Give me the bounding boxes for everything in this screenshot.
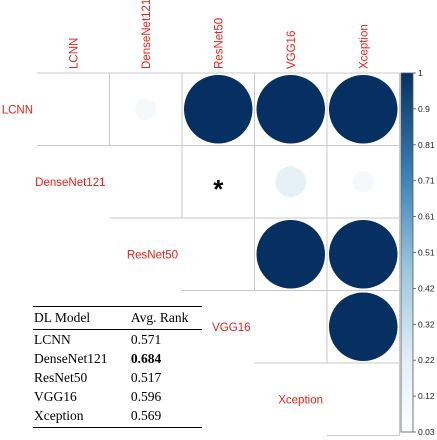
colorbar-tick-label: 0.03 xyxy=(418,427,435,437)
model-cell: DenseNet121 xyxy=(34,351,108,366)
circle-densenet121-xception xyxy=(352,170,375,193)
circle-resnet50-xception xyxy=(329,220,398,289)
model-column-header: DL Model xyxy=(33,306,123,330)
significance-marker: * xyxy=(213,174,224,204)
rank-cell: 0.517 xyxy=(130,370,162,385)
circle-resnet50-vgg16 xyxy=(256,220,325,289)
colorbar-tick-label: 0.12 xyxy=(418,391,435,401)
colorbar-tick-label: 1 xyxy=(418,68,423,78)
model-cell: VGG16 xyxy=(34,389,77,404)
rank-cell: 0.571 xyxy=(130,332,162,347)
column-label-lcnn: LCNN xyxy=(68,38,80,69)
rank-cell: 0.596 xyxy=(130,389,162,404)
grid-lines xyxy=(37,72,400,436)
circle-lcnn-xception xyxy=(329,75,398,144)
circle-vgg16-xception xyxy=(329,292,398,361)
colorbar-tick-label: 0.81 xyxy=(418,140,435,150)
column-label-vgg16: VGG16 xyxy=(286,31,298,69)
row-label-vgg16: VGG16 xyxy=(212,322,250,334)
table-header-row: DL Model Avg. Rank xyxy=(33,306,202,330)
column-label-xception: Xception xyxy=(358,24,370,69)
correlation-circles: * xyxy=(134,75,398,361)
rank-column-header: Avg. Rank xyxy=(122,306,202,330)
avg-rank-table: DL Model Avg. Rank LCNN 0.571 DenseNet12… xyxy=(33,306,202,428)
colorbar-ticks: 1 0.9 0.81 0.71 0.61 0.51 0.42 0.32 0.22 0.12 0.03 xyxy=(413,68,435,437)
row-label-lcnn: LCNN xyxy=(2,104,33,116)
circle-lcnn-vgg16 xyxy=(256,75,325,144)
circle-lcnn-densenet121 xyxy=(134,98,157,121)
table-row: LCNN 0.571 xyxy=(33,330,202,350)
colorbar-tick-label: 0.61 xyxy=(418,212,435,222)
colorbar-tick-label: 0.32 xyxy=(418,319,435,329)
colorbar-tick-label: 0.9 xyxy=(418,104,430,114)
colorbar-tick-label: 0.22 xyxy=(418,355,435,365)
colorbar-tick-label: 0.42 xyxy=(418,283,435,293)
row-label-resnet50: ResNet50 xyxy=(127,249,178,261)
row-label-xception: Xception xyxy=(278,394,323,406)
column-label-resnet50: ResNet50 xyxy=(213,18,225,69)
model-cell: Xception xyxy=(33,406,123,428)
column-label-densenet121: DenseNet121 xyxy=(141,0,153,69)
table-row: VGG16 0.596 xyxy=(33,387,202,406)
table-row: DenseNet121 0.684 xyxy=(33,349,202,368)
colorbar: 1 0.9 0.81 0.71 0.61 0.51 0.42 0.32 0.22 0.12 0.03 xyxy=(400,68,435,437)
rank-cell: 0.684 xyxy=(130,351,162,366)
table-row: Xception 0.569 xyxy=(33,406,202,428)
colorbar-tick-label: 0.51 xyxy=(418,248,435,258)
colorbar-tick-label: 0.71 xyxy=(418,176,435,186)
table-row: ResNet50 0.517 xyxy=(33,368,202,387)
model-cell: LCNN xyxy=(34,332,71,347)
colorbar-gradient xyxy=(400,72,414,433)
circle-densenet121-vgg16 xyxy=(275,166,307,198)
circle-lcnn-resnet50 xyxy=(184,75,253,144)
model-cell: ResNet50 xyxy=(34,370,88,385)
rank-cell: 0.569 xyxy=(122,406,202,428)
row-label-densenet121: DenseNet121 xyxy=(35,177,105,189)
variable-labels: LCNN DenseNet121 ResNet50 VGG16 Xception LCNN… xyxy=(2,0,371,406)
